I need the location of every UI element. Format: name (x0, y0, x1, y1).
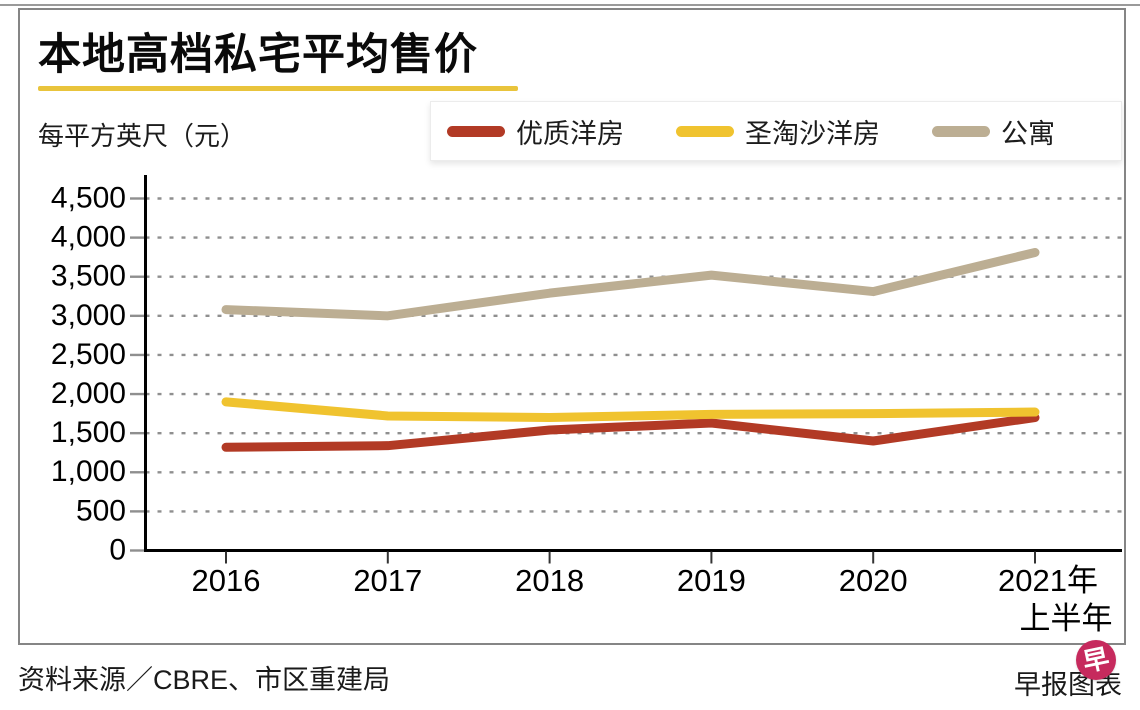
legend-label-condo: 公寓 (1001, 118, 1055, 149)
y-axis-unit-label: 每平方英尺（元） (38, 121, 247, 151)
zaobao-logo: 早 (1076, 640, 1116, 680)
title-underline (38, 86, 518, 91)
legend-label-gcb: 优质洋房 (516, 118, 624, 149)
legend-swatch-yellow (676, 125, 734, 137)
legend-swatch-tan (932, 125, 990, 137)
page-top-border (0, 4, 1140, 6)
legend: 优质洋房 圣淘沙洋房 公寓 (430, 101, 1122, 161)
chart-title: 本地高档私宅平均售价 (38, 31, 478, 79)
source-note: 资料来源／CBRE、市区重建局 (18, 665, 391, 695)
zaobao-logo-glyph: 早 (1080, 642, 1112, 678)
legend-label-sentosa: 圣淘沙洋房 (745, 118, 880, 149)
legend-item-gcb: 优质洋房 (447, 112, 624, 151)
legend-item-sentosa: 圣淘沙洋房 (676, 112, 880, 151)
legend-item-condo: 公寓 (932, 112, 1055, 151)
legend-swatch-red (447, 125, 505, 137)
